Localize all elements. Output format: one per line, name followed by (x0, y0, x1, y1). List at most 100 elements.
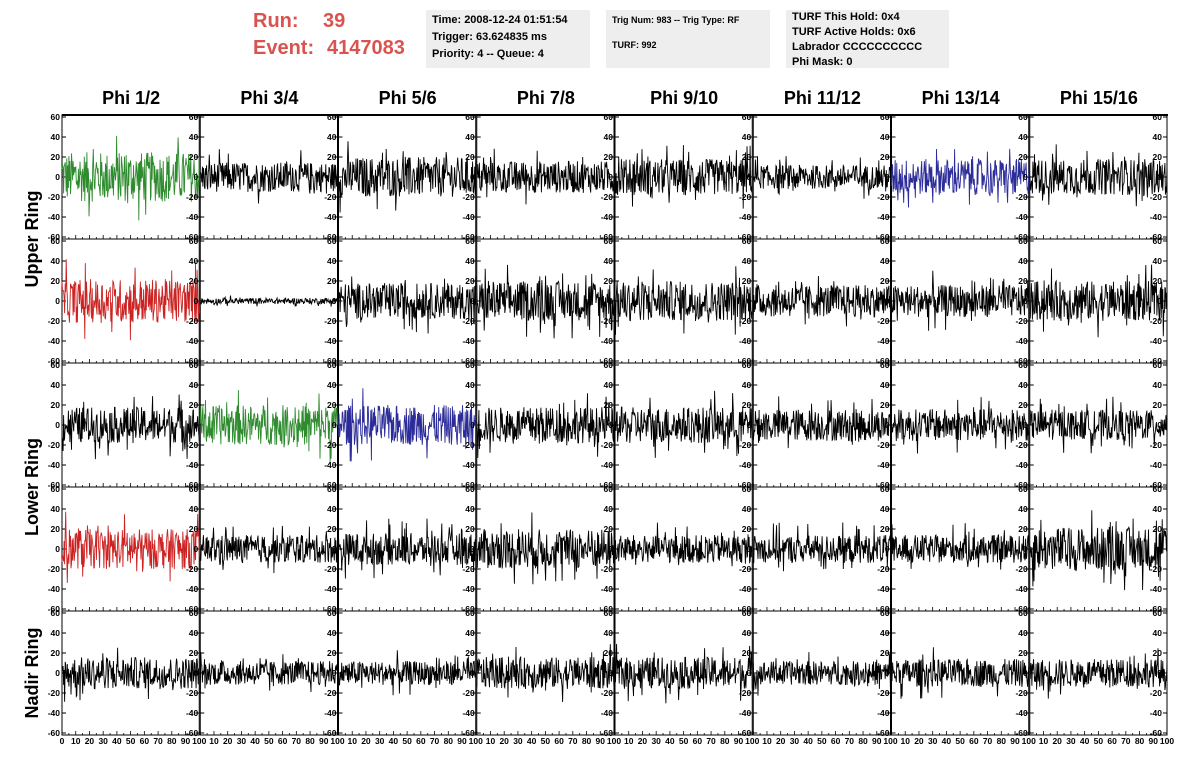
y-tick-label: 40 (1153, 132, 1163, 142)
y-tick-label: 40 (1153, 628, 1163, 638)
y-tick-label: -40 (1015, 584, 1028, 594)
x-tick-label: 70 (292, 736, 302, 746)
y-tick-label: 40 (880, 628, 890, 638)
turf-hold-text: TURF This Hold: 0x4 (792, 11, 900, 23)
x-tick-label: 20 (638, 736, 648, 746)
y-tick-label: -60 (462, 232, 475, 242)
y-tick-label: -60 (1015, 728, 1028, 738)
y-tick-label: -60 (601, 480, 614, 490)
y-tick-label: -20 (48, 688, 61, 698)
y-tick-label: 20 (465, 524, 475, 534)
y-tick-label: -20 (324, 192, 337, 202)
y-tick-label: 0 (608, 296, 613, 306)
x-tick-label: 100 (330, 736, 344, 746)
waveform-trace-r5-c5 (614, 643, 753, 704)
y-tick-label: -60 (877, 604, 890, 614)
x-tick-label: 20 (914, 736, 924, 746)
y-tick-label: -60 (1015, 480, 1028, 490)
x-tick-label: 70 (1121, 736, 1131, 746)
x-tick-label: 60 (1107, 736, 1117, 746)
x-tick-label: 10 (1039, 736, 1049, 746)
y-tick-label: 40 (742, 380, 752, 390)
y-tick-label: 60 (604, 360, 614, 370)
y-tick-label: -60 (601, 356, 614, 366)
waveform-trace-r2-c7 (891, 270, 1030, 331)
y-tick-label: -40 (1150, 336, 1163, 346)
y-tick-label: 60 (189, 608, 199, 618)
time-info-box: Time: 2008-12-24 01:51:54 Trigger: 63.62… (426, 10, 590, 68)
y-tick-label: 0 (332, 296, 337, 306)
y-tick-label: 20 (465, 400, 475, 410)
y-tick-label: -40 (877, 708, 890, 718)
y-tick-label: 40 (1018, 380, 1028, 390)
y-tick-label: -40 (48, 460, 61, 470)
y-tick-label: 60 (742, 112, 752, 122)
y-tick-label: 60 (880, 112, 890, 122)
event-label: Event: (253, 37, 315, 59)
y-tick-label: 40 (51, 256, 61, 266)
y-tick-label: 60 (189, 236, 199, 246)
y-tick-label: 60 (1018, 112, 1028, 122)
y-tick-label: -60 (877, 480, 890, 490)
y-tick-label: 60 (465, 360, 475, 370)
y-tick-label: -20 (1150, 688, 1163, 698)
waveform-trace-r1-c6 (752, 156, 891, 199)
x-tick-label: 40 (250, 736, 260, 746)
y-tick-label: -40 (739, 212, 752, 222)
y-tick-label: 0 (55, 544, 60, 554)
waveform-trace-r2-c3 (338, 276, 477, 334)
y-tick-label: -60 (739, 480, 752, 490)
x-tick-label: 40 (112, 736, 122, 746)
y-tick-label: 20 (51, 400, 61, 410)
x-tick-label: 100 (469, 736, 483, 746)
y-tick-label: 60 (742, 608, 752, 618)
column-header-5: Phi 9/10 (650, 88, 718, 108)
y-tick-label: -20 (462, 192, 475, 202)
x-tick-label: 60 (693, 736, 703, 746)
x-tick-label: 20 (776, 736, 786, 746)
run-value: 39 (323, 10, 346, 32)
y-tick-label: -60 (462, 356, 475, 366)
x-tick-label: 50 (126, 736, 136, 746)
x-tick-label: 30 (513, 736, 523, 746)
y-tick-label: -20 (324, 688, 337, 698)
y-tick-label: 0 (747, 668, 752, 678)
y-tick-label: 0 (608, 544, 613, 554)
y-tick-label: -60 (462, 480, 475, 490)
y-tick-label: -40 (739, 708, 752, 718)
y-tick-label: -20 (186, 192, 199, 202)
y-tick-label: 60 (1153, 608, 1163, 618)
y-tick-label: -60 (186, 480, 199, 490)
waveform-trace-r3-c6 (752, 396, 891, 449)
waveform-trace-r3-c4 (476, 393, 615, 458)
y-tick-label: -20 (48, 316, 61, 326)
x-tick-label: 100 (883, 736, 897, 746)
y-tick-label: 60 (327, 484, 337, 494)
waveform-trace-r5-c8 (1029, 648, 1168, 699)
y-tick-label: 40 (465, 256, 475, 266)
column-header-3: Phi 5/6 (379, 88, 437, 108)
waveform-trace-r5-c3 (338, 650, 477, 696)
column-header-2: Phi 3/4 (240, 88, 298, 108)
y-tick-label: 20 (189, 648, 199, 658)
y-tick-label: 60 (51, 484, 61, 494)
y-tick-label: 40 (604, 628, 614, 638)
y-tick-label: 40 (327, 628, 337, 638)
turf-info-box: TURF This Hold: 0x4 TURF Active Holds: 0… (786, 10, 949, 68)
x-tick-label: 20 (223, 736, 233, 746)
y-tick-label: -60 (1015, 232, 1028, 242)
y-tick-label: 20 (880, 152, 890, 162)
y-tick-label: 60 (189, 112, 199, 122)
y-tick-label: 0 (55, 420, 60, 430)
waveform-trace-r1-c5 (614, 145, 753, 209)
y-tick-label: -60 (1150, 356, 1163, 366)
y-tick-label: -60 (186, 728, 199, 738)
y-tick-label: 20 (742, 400, 752, 410)
waveform-trace-r2-c8 (1029, 264, 1168, 338)
y-tick-label: 60 (327, 360, 337, 370)
x-tick-label: 70 (568, 736, 578, 746)
y-tick-label: 20 (604, 152, 614, 162)
y-tick-label: 20 (51, 648, 61, 658)
y-tick-label: 60 (51, 608, 61, 618)
x-tick-label: 100 (1160, 736, 1174, 746)
